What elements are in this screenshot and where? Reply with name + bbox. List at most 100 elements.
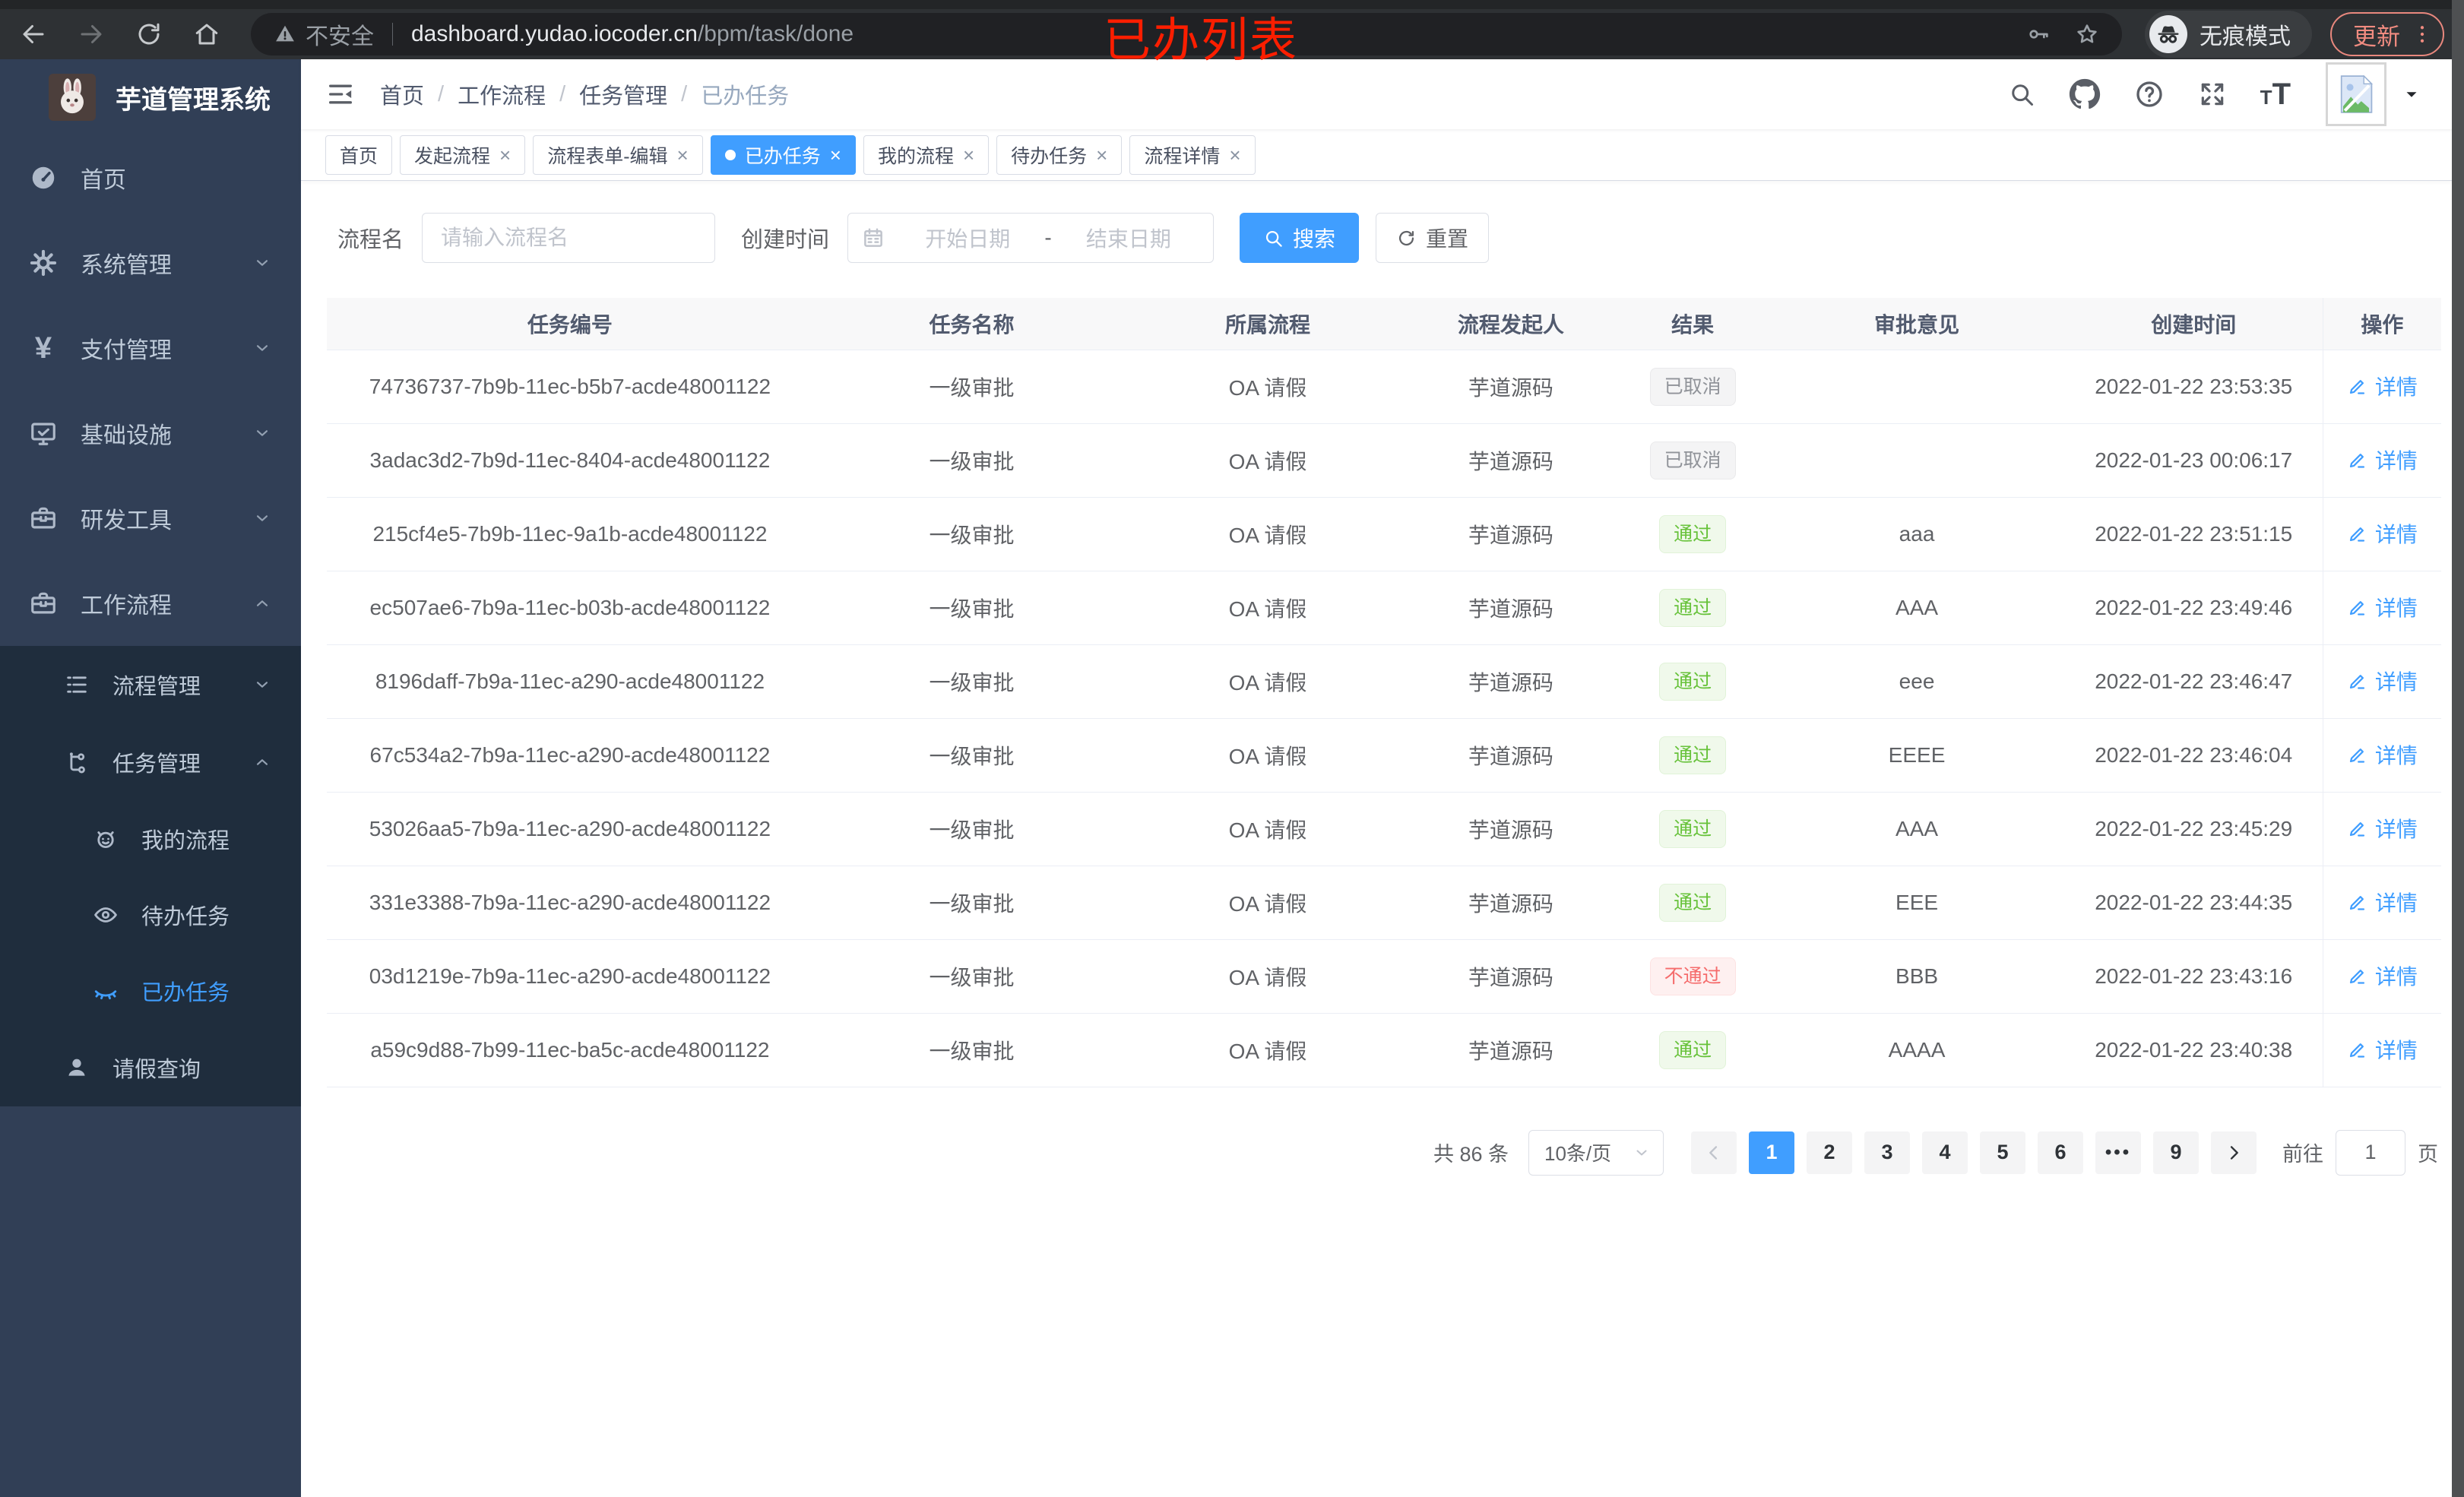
tab-首页[interactable]: 首页 [325, 135, 393, 175]
back-icon[interactable] [20, 21, 47, 48]
sidebar-toggle-icon[interactable] [325, 79, 356, 109]
goto-page-input[interactable] [2336, 1129, 2405, 1176]
detail-button[interactable]: 详情 [2347, 592, 2418, 622]
page-button-2[interactable]: 2 [1807, 1131, 1852, 1174]
sidebar-item-infra[interactable]: 基础设施 [0, 391, 301, 476]
table-cell: eee [1769, 644, 2065, 719]
breadcrumb-item[interactable]: 任务管理 [579, 84, 668, 109]
detail-button[interactable]: 详情 [2347, 666, 2418, 696]
result-cell: 通过 [1617, 497, 1769, 571]
pencil-icon [2347, 966, 2367, 986]
sidebar-item-payment[interactable]: ¥ 支付管理 [0, 305, 301, 391]
actions-cell: 详情 [2322, 1013, 2441, 1087]
table-cell: 一级审批 [812, 644, 1131, 719]
sidebar-item-leave-query[interactable]: 请假查询 [0, 1029, 301, 1106]
browser-menu-dots-icon[interactable] [2411, 23, 2434, 46]
sidebar-item-task-mgmt[interactable]: 任务管理 [0, 723, 301, 801]
more-pages-button[interactable]: ••• [2095, 1131, 2141, 1174]
avatar[interactable] [2326, 62, 2421, 126]
table-cell: ec507ae6-7b9a-11ec-b03b-acde48001122 [327, 571, 813, 645]
detail-button[interactable]: 详情 [2347, 1034, 2418, 1065]
result-badge: 不通过 [1649, 957, 1736, 995]
detail-button[interactable]: 详情 [2347, 445, 2418, 475]
page-button-5[interactable]: 5 [1980, 1131, 2025, 1174]
goto-label: 前往 [2282, 1143, 2323, 1166]
tab-已办任务[interactable]: 已办任务 × [710, 135, 856, 175]
sidebar-item-process-mgmt[interactable]: 流程管理 [0, 646, 301, 723]
tab-发起流程[interactable]: 发起流程 × [400, 135, 526, 175]
detail-button[interactable]: 详情 [2347, 961, 2418, 991]
table-row: 331e3388-7b9a-11ec-a290-acde48001122 一级审批… [327, 866, 2441, 940]
detail-button[interactable]: 详情 [2347, 813, 2418, 843]
app-logo[interactable]: 芋道管理系统 [0, 59, 301, 135]
update-button[interactable]: 更新 [2330, 12, 2444, 56]
next-page-button[interactable] [2211, 1131, 2257, 1174]
date-range-picker[interactable]: 开始日期 - 结束日期 [847, 213, 1215, 263]
tab-待办任务[interactable]: 待办任务 × [996, 135, 1123, 175]
prev-page-button[interactable] [1691, 1131, 1737, 1174]
page-button-1[interactable]: 1 [1749, 1131, 1794, 1174]
table-row: 03d1219e-7b9a-11ec-a290-acde48001122 一级审批… [327, 939, 2441, 1014]
sidebar-item-dev-tools[interactable]: 研发工具 [0, 476, 301, 561]
breadcrumb-item[interactable]: 工作流程 [458, 84, 546, 109]
window-edge [2452, 0, 2464, 1497]
sidebar-item-todo-tasks[interactable]: 待办任务 [0, 877, 301, 953]
sidebar-item-home[interactable]: 首页 [0, 135, 301, 220]
forward-icon[interactable] [78, 21, 105, 48]
breadcrumb-separator: / [559, 81, 566, 106]
github-icon[interactable] [2069, 78, 2101, 110]
table-cell: 2022-01-22 23:46:04 [2064, 718, 2323, 793]
incognito-label: 无痕模式 [2200, 24, 2291, 49]
tab-流程详情[interactable]: 流程详情 × [1129, 135, 1256, 175]
url-bar[interactable]: 不安全 dashboard.yudao.iocoder.cn/bpm/task/… [251, 13, 2122, 55]
detail-button[interactable]: 详情 [2347, 518, 2418, 549]
close-icon[interactable]: × [1229, 143, 1241, 166]
close-icon[interactable]: × [962, 143, 975, 166]
close-icon[interactable]: × [829, 143, 841, 166]
table-cell: OA 请假 [1130, 423, 1405, 498]
password-key-icon[interactable] [2026, 22, 2051, 46]
table-cell: 2022-01-22 23:44:35 [2064, 866, 2323, 940]
detail-button[interactable]: 详情 [2347, 887, 2418, 917]
close-icon[interactable]: × [1096, 143, 1108, 166]
sidebar-item-my-process[interactable]: 我的流程 [0, 801, 301, 877]
sidebar-item-workflow[interactable]: 工作流程 [0, 561, 301, 646]
table-row: 3adac3d2-7b9d-11ec-8404-acde48001122 一级审批… [327, 423, 2441, 498]
fullscreen-icon[interactable] [2198, 80, 2227, 109]
page-button-3[interactable]: 3 [1864, 1131, 1910, 1174]
detail-button[interactable]: 详情 [2347, 371, 2418, 401]
reset-button[interactable]: 重置 [1376, 213, 1490, 263]
sidebar-item-label: 已办任务 [141, 981, 230, 1005]
bookmark-star-icon[interactable] [2075, 22, 2099, 46]
tab-我的流程[interactable]: 我的流程 × [863, 135, 990, 175]
detail-button[interactable]: 详情 [2347, 739, 2418, 770]
result-badge: 通过 [1659, 588, 1727, 627]
search-icon[interactable] [2008, 81, 2035, 108]
table-cell: 一级审批 [812, 939, 1131, 1014]
result-cell: 通过 [1617, 644, 1769, 719]
pencil-icon [2347, 671, 2367, 692]
sidebar-item-system[interactable]: 系统管理 [0, 220, 301, 305]
breadcrumb-item[interactable]: 首页 [380, 84, 425, 109]
table-cell: OA 请假 [1130, 1013, 1405, 1087]
page-button-6[interactable]: 6 [2038, 1131, 2083, 1174]
home-icon[interactable] [193, 21, 220, 48]
page-button-4[interactable]: 4 [1922, 1131, 1968, 1174]
tags-view: 首页 发起流程 × 流程表单-编辑 × 已办任务 × 我的流程 × 待办任务 × 流程详情 × [301, 129, 2464, 181]
page-button-9[interactable]: 9 [2153, 1131, 2199, 1174]
tab-流程表单-编辑[interactable]: 流程表单-编辑 × [533, 135, 703, 175]
reload-icon[interactable] [135, 21, 163, 48]
eye-closed-icon [93, 978, 119, 1004]
sidebar-item-done-tasks[interactable]: 已办任务 [0, 953, 301, 1029]
page-size-select[interactable]: 10条/页 [1528, 1129, 1664, 1176]
question-icon[interactable] [2134, 79, 2165, 109]
table-cell: 一级审批 [812, 571, 1131, 645]
process-name-input[interactable] [422, 213, 716, 263]
search-button[interactable]: 搜索 [1240, 213, 1360, 263]
annotation-overlay: 已办列表 [1104, 14, 1299, 67]
yen-icon: ¥ [34, 331, 52, 365]
incognito-badge[interactable]: 无痕模式 [2145, 11, 2312, 58]
close-icon[interactable]: × [499, 143, 511, 166]
close-icon[interactable]: × [676, 143, 689, 166]
